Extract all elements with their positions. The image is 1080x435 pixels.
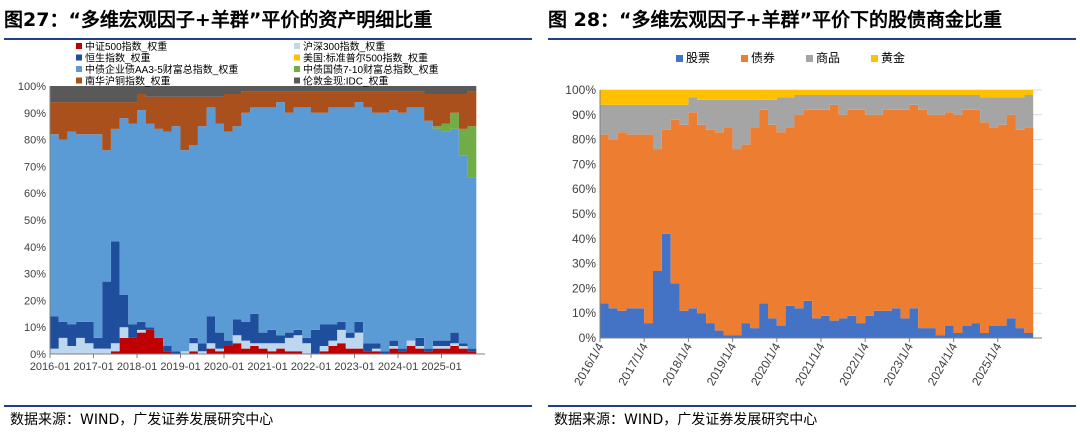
left-y-tick-label: 20%	[24, 295, 46, 307]
left-legend-swatch	[294, 66, 300, 72]
left-legend-swatch	[76, 77, 82, 84]
right-legend-swatch	[741, 55, 748, 62]
left-x-tick-label: 2022-01	[291, 361, 331, 373]
right-y-tick-label: 60%	[572, 182, 596, 196]
left-y-tick-label: 60%	[24, 188, 46, 200]
right-legend-swatch	[871, 55, 878, 62]
right-x-tick-label: 2021/1/4	[792, 340, 828, 388]
left-x-tick-label: 2019-01	[160, 361, 200, 373]
right-y-tick-label: 50%	[572, 207, 596, 221]
left-x-tick-label: 2018-01	[117, 361, 157, 373]
left-legend-label: 美国:标准普尔500指数_权重	[303, 52, 428, 65]
right-y-tick-label: 80%	[572, 133, 596, 147]
left-y-tick-label: 40%	[24, 242, 46, 254]
right-legend-swatch	[676, 55, 683, 62]
right-x-tick-label: 2024/1/4	[925, 340, 961, 388]
left-x-tick-label: 2021-01	[247, 361, 287, 373]
left-series-area-1	[50, 327, 477, 354]
left-legend-label: 中证500指数_权重	[85, 40, 167, 53]
left-series-area-2	[50, 241, 477, 354]
left-legend-swatch	[76, 66, 82, 72]
right-x-tick-label: 2019/1/4	[704, 340, 740, 388]
left-source-note: 数据来源：WIND，广发证券发展研究中心	[10, 412, 274, 428]
right-x-tick-label: 2018/1/4	[660, 340, 696, 388]
left-y-tick-label: 30%	[24, 269, 46, 281]
left-series-area-6	[50, 91, 477, 151]
right-y-tick-label: 90%	[572, 108, 596, 122]
right-series-area-0	[600, 233, 1034, 338]
left-legend-swatch	[294, 54, 300, 61]
right-legend-label: 商品	[816, 50, 840, 65]
right-y-tick-label: 100%	[565, 83, 596, 97]
left-legend-swatch	[76, 43, 82, 49]
right-x-tick-label: 2022/1/4	[836, 340, 872, 388]
left-x-tick-label: 2020-01	[204, 361, 244, 373]
right-series-area-3	[600, 90, 1034, 105]
right-series-area-1	[600, 104, 1034, 336]
left-title-rule	[4, 38, 532, 40]
right-y-tick-label: 40%	[572, 232, 596, 246]
left-y-tick-label: 50%	[24, 215, 46, 227]
right-legend-label: 股票	[686, 51, 710, 65]
left-chart-title: 图27：“多维宏观因子+羊群”平价的资产明细比重	[4, 9, 433, 31]
left-series-area-0	[50, 329, 477, 354]
left-legend-label: 恒生指数_权重	[85, 52, 151, 65]
left-y-tick-label: 100%	[18, 81, 46, 93]
left-x-tick-label: 2025-01	[421, 361, 461, 373]
left-chart-panel: 图27：“多维宏观因子+羊群”平价的资产明细比重 0% 10% 20% 30% 40% 5…	[4, 0, 536, 435]
right-y-tick-label: 30%	[572, 257, 596, 271]
right-chart-title: 图 28：“多维宏观因子+羊群”平价下的股债商金比重	[548, 9, 1002, 31]
left-legend-label: 伦敦金现:IDC_权重	[303, 75, 389, 88]
left-y-tick-label: 0%	[30, 349, 46, 361]
left-legend-swatch	[294, 77, 300, 84]
right-title-rule	[548, 38, 1076, 40]
right-legend-label: 债券	[751, 50, 775, 65]
right-chart-panel: 图 28：“多维宏观因子+羊群”平价下的股债商金比重 0% 10% 20% 30% 40…	[548, 0, 1080, 435]
left-x-tick-label: 2017-01	[73, 361, 113, 373]
left-y-tick-label: 70%	[24, 161, 46, 173]
left-y-tick-label: 10%	[24, 322, 46, 334]
right-x-tick-label: 2020/1/4	[748, 340, 784, 388]
left-series-area-7	[50, 86, 477, 103]
left-legend-label: 沪深300指数_权重	[303, 40, 385, 53]
left-x-tick-label: 2016-01	[30, 361, 70, 373]
left-series-area-4	[50, 102, 477, 352]
left-legend-label: 南华沪铜指数_权重	[85, 75, 171, 88]
right-x-tick-label: 2016/1/4	[571, 340, 607, 388]
right-legend-swatch	[806, 55, 813, 62]
left-x-tick-label: 2024-01	[378, 361, 418, 373]
left-x-tick-label: 2023-01	[334, 361, 374, 373]
right-x-tick-label: 2025/1/4	[969, 340, 1005, 388]
left-legend-swatch	[294, 43, 300, 49]
right-stacked-area-chart: 0% 10% 20% 30% 40% 50% 60% 70% 80% 90% 100% 2016/1/…	[565, 50, 1042, 388]
right-series-area-2	[600, 95, 1034, 150]
left-source-rule	[4, 405, 532, 407]
right-x-tick-label: 2023/1/4	[881, 340, 917, 388]
right-y-tick-label: 70%	[572, 157, 596, 171]
left-y-tick-label: 90%	[24, 108, 46, 120]
right-y-tick-label: 20%	[572, 281, 596, 295]
left-legend-swatch	[76, 54, 82, 61]
right-legend-label: 黄金	[881, 50, 905, 65]
right-x-tick-label: 2017/1/4	[615, 340, 651, 388]
right-source-note: 数据来源：WIND，广发证券发展研究中心	[554, 412, 818, 428]
left-y-tick-label: 80%	[24, 135, 46, 147]
left-legend-label: 中债国债7-10财富总指数_权重	[303, 63, 439, 76]
left-stacked-area-chart: 0% 10% 20% 30% 40% 50% 60% 70% 80% 90% 100% 2016-01…	[18, 40, 485, 373]
left-legend-label: 中债企业债AA3-5财富总指数_权重	[85, 63, 238, 76]
right-source-rule	[548, 405, 1076, 407]
right-y-tick-label: 10%	[572, 306, 596, 320]
right-y-tick-label: 0%	[579, 331, 597, 345]
